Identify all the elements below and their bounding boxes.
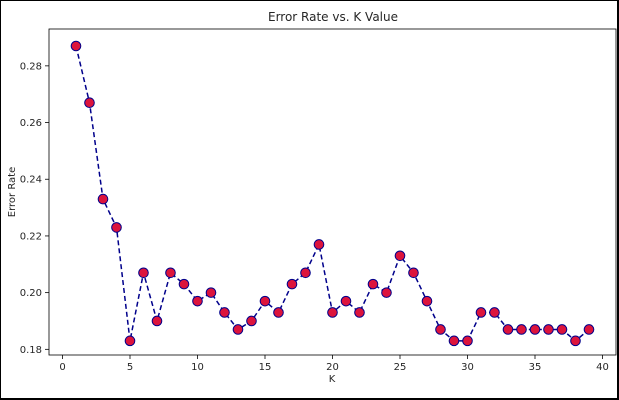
data-point-k16	[273, 307, 284, 318]
data-point-k33	[502, 324, 514, 335]
data-point-k4	[111, 222, 122, 233]
x-tick-label-4: 20	[326, 362, 339, 373]
x-tick-label-1: 5	[127, 362, 133, 373]
data-point-k2	[84, 97, 95, 109]
data-point-k31	[475, 307, 487, 318]
x-axis-label: K	[329, 374, 336, 385]
series-layer	[70, 40, 595, 347]
data-point-k30	[462, 335, 473, 347]
y-tick-label-3: 0.24	[20, 175, 42, 186]
data-point-k1	[70, 40, 82, 52]
y-tick-label-4: 0.26	[20, 118, 42, 129]
data-point-k21	[340, 295, 352, 307]
data-point-k8	[165, 267, 176, 279]
data-point-k9	[178, 278, 190, 290]
y-tick-label-0: 0.18	[20, 345, 42, 356]
data-point-k39	[583, 324, 595, 335]
data-point-k38	[570, 335, 581, 347]
y-axis: 0.18 0.20 0.22 0.24 0.26 0.28	[20, 61, 49, 356]
data-point-k26	[408, 267, 419, 279]
data-point-k7	[151, 315, 163, 327]
data-point-k22	[354, 307, 365, 318]
data-point-k36	[543, 324, 554, 335]
data-point-k35	[529, 324, 541, 335]
data-point-k29	[448, 335, 460, 347]
plot-area	[48, 28, 617, 356]
data-point-k25	[394, 250, 406, 262]
x-tick-label-6: 30	[461, 362, 474, 373]
x-tick-label-7: 35	[529, 362, 542, 373]
data-point-k32	[489, 307, 500, 318]
data-point-k14	[246, 315, 257, 327]
data-point-k27	[421, 295, 433, 307]
data-point-k18	[300, 267, 311, 279]
data-point-k34	[516, 324, 527, 335]
data-point-k10	[192, 295, 203, 307]
data-point-k20	[327, 307, 338, 318]
data-point-k13	[232, 324, 244, 335]
x-tick-label-3: 15	[259, 362, 272, 373]
x-tick-label-2: 10	[191, 362, 204, 373]
x-tick-label-5: 25	[394, 362, 407, 373]
y-tick-label-5: 0.28	[20, 61, 42, 72]
data-point-k19	[313, 239, 325, 250]
data-point-k6	[138, 267, 149, 279]
data-point-k15	[259, 295, 271, 307]
y-axis-label: Error Rate	[7, 167, 18, 217]
data-point-k3	[97, 193, 109, 205]
chart-title: Error Rate vs. K Value	[268, 10, 398, 24]
data-point-k17	[286, 278, 298, 290]
data-point-k5	[124, 335, 136, 347]
y-tick-label-2: 0.22	[20, 231, 42, 242]
x-tick-label-8: 40	[596, 362, 609, 373]
data-point-k24	[381, 287, 392, 298]
data-point-k11	[205, 287, 217, 298]
y-tick-label-1: 0.20	[20, 288, 42, 299]
x-tick-label-0: 0	[59, 362, 65, 373]
data-point-k28	[435, 324, 446, 335]
x-axis: 0 5 10 15 20 25 30 35 40	[59, 355, 609, 373]
data-point-k37	[556, 324, 568, 335]
data-point-k23	[367, 278, 379, 290]
data-point-k12	[219, 307, 230, 318]
